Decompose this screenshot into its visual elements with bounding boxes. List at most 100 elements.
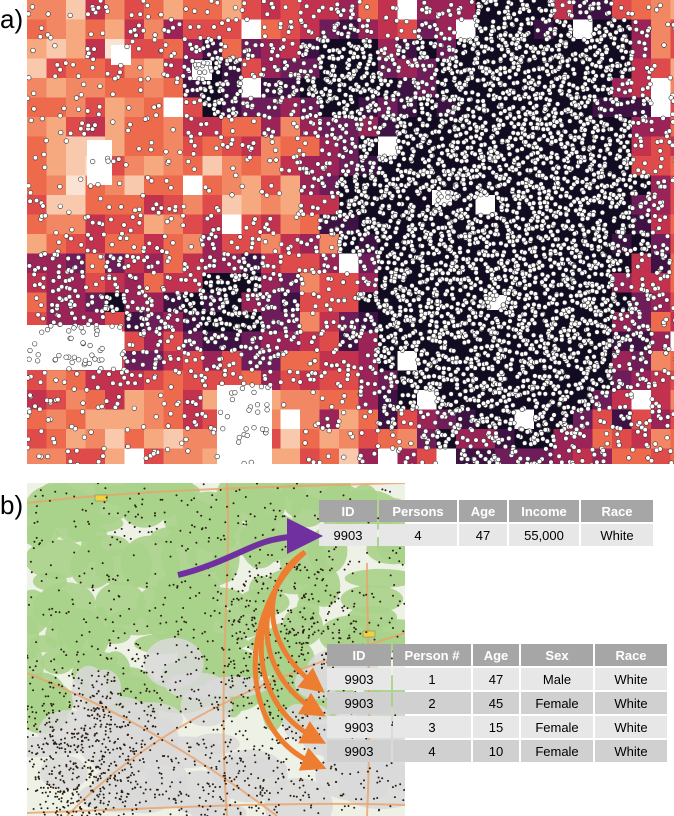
household-point <box>465 292 471 298</box>
household-point <box>495 76 501 82</box>
household-point <box>617 258 624 264</box>
household-point <box>610 291 617 297</box>
household-point <box>425 207 431 213</box>
household-point <box>290 84 297 90</box>
household-point <box>216 34 222 41</box>
household-point <box>478 286 484 292</box>
household-point <box>359 236 365 242</box>
household-point <box>376 55 382 62</box>
household-point <box>528 179 535 185</box>
household-point <box>433 103 439 109</box>
household-point <box>604 121 610 128</box>
household-point <box>600 252 606 258</box>
household-point <box>341 138 348 144</box>
household-point <box>347 76 353 82</box>
household-point <box>377 209 383 215</box>
household-point <box>229 239 235 245</box>
household-point <box>609 63 616 69</box>
household-point <box>54 303 60 309</box>
household-point <box>418 101 424 107</box>
household-point <box>534 116 541 122</box>
household-point <box>260 306 266 312</box>
household-point <box>142 293 148 299</box>
household-point <box>378 71 384 77</box>
household-point <box>281 37 287 43</box>
household-point <box>639 214 645 220</box>
household-point <box>340 279 346 285</box>
household-point <box>341 297 347 304</box>
household-point <box>502 267 508 273</box>
household-point <box>511 11 517 17</box>
household-point <box>144 2 150 9</box>
household-point <box>362 139 369 145</box>
household-point <box>358 291 364 297</box>
household-point <box>317 111 323 117</box>
household-point <box>455 139 461 145</box>
household-point <box>294 306 301 312</box>
household-point <box>300 211 306 217</box>
household-point <box>137 11 143 17</box>
household-point <box>543 233 549 240</box>
household-point <box>196 265 202 271</box>
household-point <box>445 108 451 114</box>
household-point <box>203 121 209 127</box>
household-point <box>518 57 524 63</box>
household-point <box>397 193 403 199</box>
density-cell <box>592 409 613 430</box>
household-point <box>428 216 434 222</box>
household-point <box>376 265 383 271</box>
household-point <box>221 287 227 293</box>
household-point <box>166 307 173 313</box>
density-cell <box>163 448 184 464</box>
household-point <box>523 139 529 145</box>
household-point <box>441 202 447 208</box>
household-point <box>633 27 640 33</box>
household-point <box>557 88 563 94</box>
household-point <box>393 266 400 273</box>
household-point <box>469 168 475 174</box>
household-point <box>326 172 332 178</box>
household-point <box>208 283 214 289</box>
household-point <box>352 27 358 33</box>
household-point <box>300 281 306 287</box>
density-cell <box>319 390 340 410</box>
household-point <box>249 145 255 151</box>
household-point <box>78 325 84 331</box>
household-point <box>210 227 216 233</box>
density-cell <box>183 156 203 176</box>
household-point <box>304 241 310 247</box>
household-point <box>377 165 383 171</box>
household-point <box>572 51 578 57</box>
household-point <box>328 227 335 233</box>
household-point <box>367 120 373 126</box>
density-cell <box>280 175 301 196</box>
household-point <box>496 122 502 128</box>
household-point <box>247 154 253 161</box>
density-cell <box>651 39 671 59</box>
density-cell <box>46 448 67 464</box>
household-point <box>444 88 450 94</box>
household-point <box>367 38 373 44</box>
household-point <box>63 233 69 239</box>
household-point <box>495 154 501 160</box>
household-point <box>596 23 602 29</box>
household-point <box>210 241 216 247</box>
household-point <box>658 164 664 170</box>
household-point <box>152 32 158 38</box>
household-point <box>118 204 124 210</box>
household-point <box>565 257 571 263</box>
household-point <box>130 214 136 220</box>
household-point <box>295 79 301 85</box>
household-point <box>646 218 653 224</box>
household-point <box>627 39 634 46</box>
household-point <box>443 262 449 268</box>
household-point <box>227 285 233 291</box>
household-point <box>589 6 596 12</box>
household-point <box>615 243 621 249</box>
household-point <box>250 140 257 146</box>
household-point <box>510 130 516 136</box>
household-point <box>38 302 44 308</box>
household-point <box>52 251 58 258</box>
household-point <box>297 0 303 4</box>
household-point <box>527 57 533 63</box>
